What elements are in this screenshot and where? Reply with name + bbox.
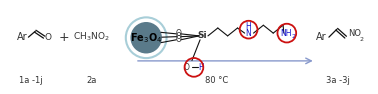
Text: 2: 2 — [291, 34, 295, 39]
Text: O: O — [45, 33, 52, 42]
Text: H: H — [198, 63, 204, 72]
Text: CH$_3$NO$_2$: CH$_3$NO$_2$ — [73, 31, 110, 43]
Text: H: H — [246, 22, 251, 31]
Text: 80 °C: 80 °C — [205, 76, 229, 85]
Text: O: O — [176, 32, 182, 41]
Text: 2: 2 — [359, 37, 363, 42]
Text: Si: Si — [197, 31, 207, 40]
Text: O: O — [184, 63, 190, 72]
Text: Fe$_3$O$_4$: Fe$_3$O$_4$ — [130, 31, 163, 45]
Text: O: O — [175, 29, 181, 38]
Text: 1a -1j: 1a -1j — [19, 76, 42, 85]
Circle shape — [130, 22, 162, 53]
Text: Ar: Ar — [316, 32, 327, 42]
Text: O: O — [175, 35, 181, 44]
Text: 3a -3j: 3a -3j — [326, 76, 350, 85]
Text: N: N — [246, 29, 251, 38]
Text: Ar: Ar — [17, 32, 27, 42]
Text: +: + — [59, 31, 69, 44]
Text: 2a: 2a — [86, 76, 97, 85]
Text: NH: NH — [280, 29, 291, 38]
Text: NO: NO — [349, 29, 362, 38]
